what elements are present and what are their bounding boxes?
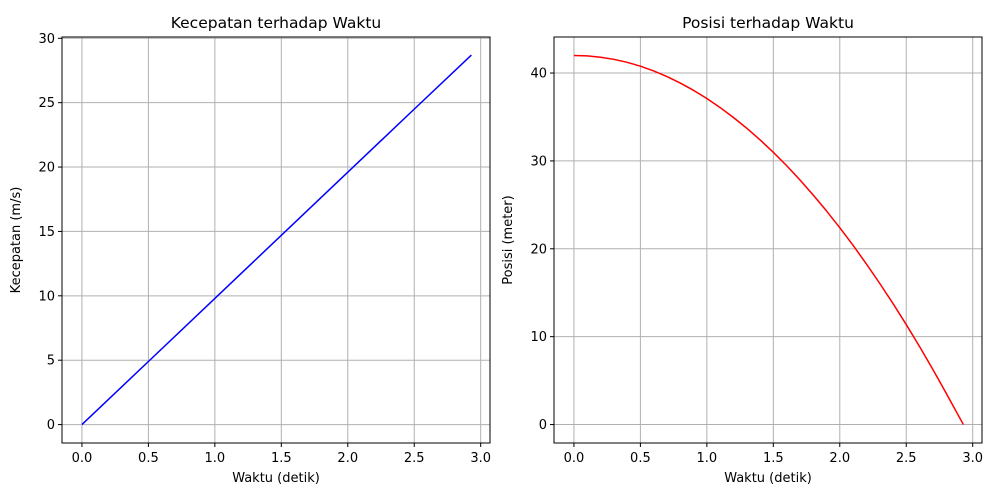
position-grid [554,37,982,443]
velocity-chart: 0.0 0.5 1.0 1.5 2.0 2.5 3.0 0 5 10 15 20 25 30 Kecepa… [9,14,491,486]
velocity-y-tick-label-3: 15 [38,225,55,240]
position-y-tick-label-4: 40 [530,67,547,82]
position-chart-title: Posisi terhadap Waktu [682,14,854,32]
position-y-tick-label-1: 10 [530,330,547,345]
velocity-y-tick-label-2: 10 [38,289,55,304]
velocity-y-tick-label-1: 5 [47,354,55,369]
velocity-x-tick-label-1: 0.5 [138,451,159,466]
position-y-tick-label-2: 20 [530,242,547,257]
position-x-tick-label-2: 1.0 [697,451,718,466]
position-series-line-0 [573,54,965,425]
position-x-tick-label-3: 1.5 [763,451,784,466]
velocity-y-axis-label: Kecepatan (m/s) [9,187,24,294]
position-ticks: 0.0 0.5 1.0 1.5 2.0 2.5 3.0 0 10 20 30 40 [530,67,983,466]
velocity-x-tick-label-2: 1.0 [205,451,226,466]
position-x-tick-label-4: 2.0 [829,451,850,466]
velocity-x-tick-label-3: 1.5 [271,451,292,466]
velocity-chart-title: Kecepatan terhadap Waktu [171,14,382,32]
velocity-y-tick-label-4: 20 [38,161,55,176]
velocity-y-tick-label-5: 25 [38,96,55,111]
velocity-y-tick-label-6: 30 [38,32,55,47]
position-x-tick-label-1: 0.5 [630,451,651,466]
position-x-tick-label-6: 3.0 [962,451,983,466]
velocity-x-tick-label-5: 2.5 [404,451,425,466]
velocity-ticks: 0.0 0.5 1.0 1.5 2.0 2.5 3.0 0 5 10 15 20 25 30 [38,32,491,466]
position-x-tick-label-5: 2.5 [896,451,917,466]
position-y-tick-label-3: 30 [530,154,547,169]
position-chart: 0.0 0.5 1.0 1.5 2.0 2.5 3.0 0 10 20 30 40 Posisi te… [501,14,983,486]
velocity-lines [81,54,472,426]
position-y-tick-label-0: 0 [539,418,547,433]
velocity-x-axis-label: Waktu (detik) [232,471,320,486]
velocity-plot-frame [61,36,491,444]
position-plot-frame [553,36,983,444]
position-x-tick-label-0: 0.0 [564,451,585,466]
velocity-grid [62,37,490,443]
position-lines [573,54,965,425]
velocity-series-line-0 [81,54,472,426]
velocity-y-tick-label-0: 0 [47,418,55,433]
position-y-axis-label: Posisi (meter) [501,195,516,284]
velocity-x-tick-label-0: 0.0 [72,451,93,466]
velocity-x-tick-label-4: 2.0 [337,451,358,466]
position-x-axis-label: Waktu (detik) [724,471,812,486]
velocity-x-tick-label-6: 3.0 [470,451,491,466]
